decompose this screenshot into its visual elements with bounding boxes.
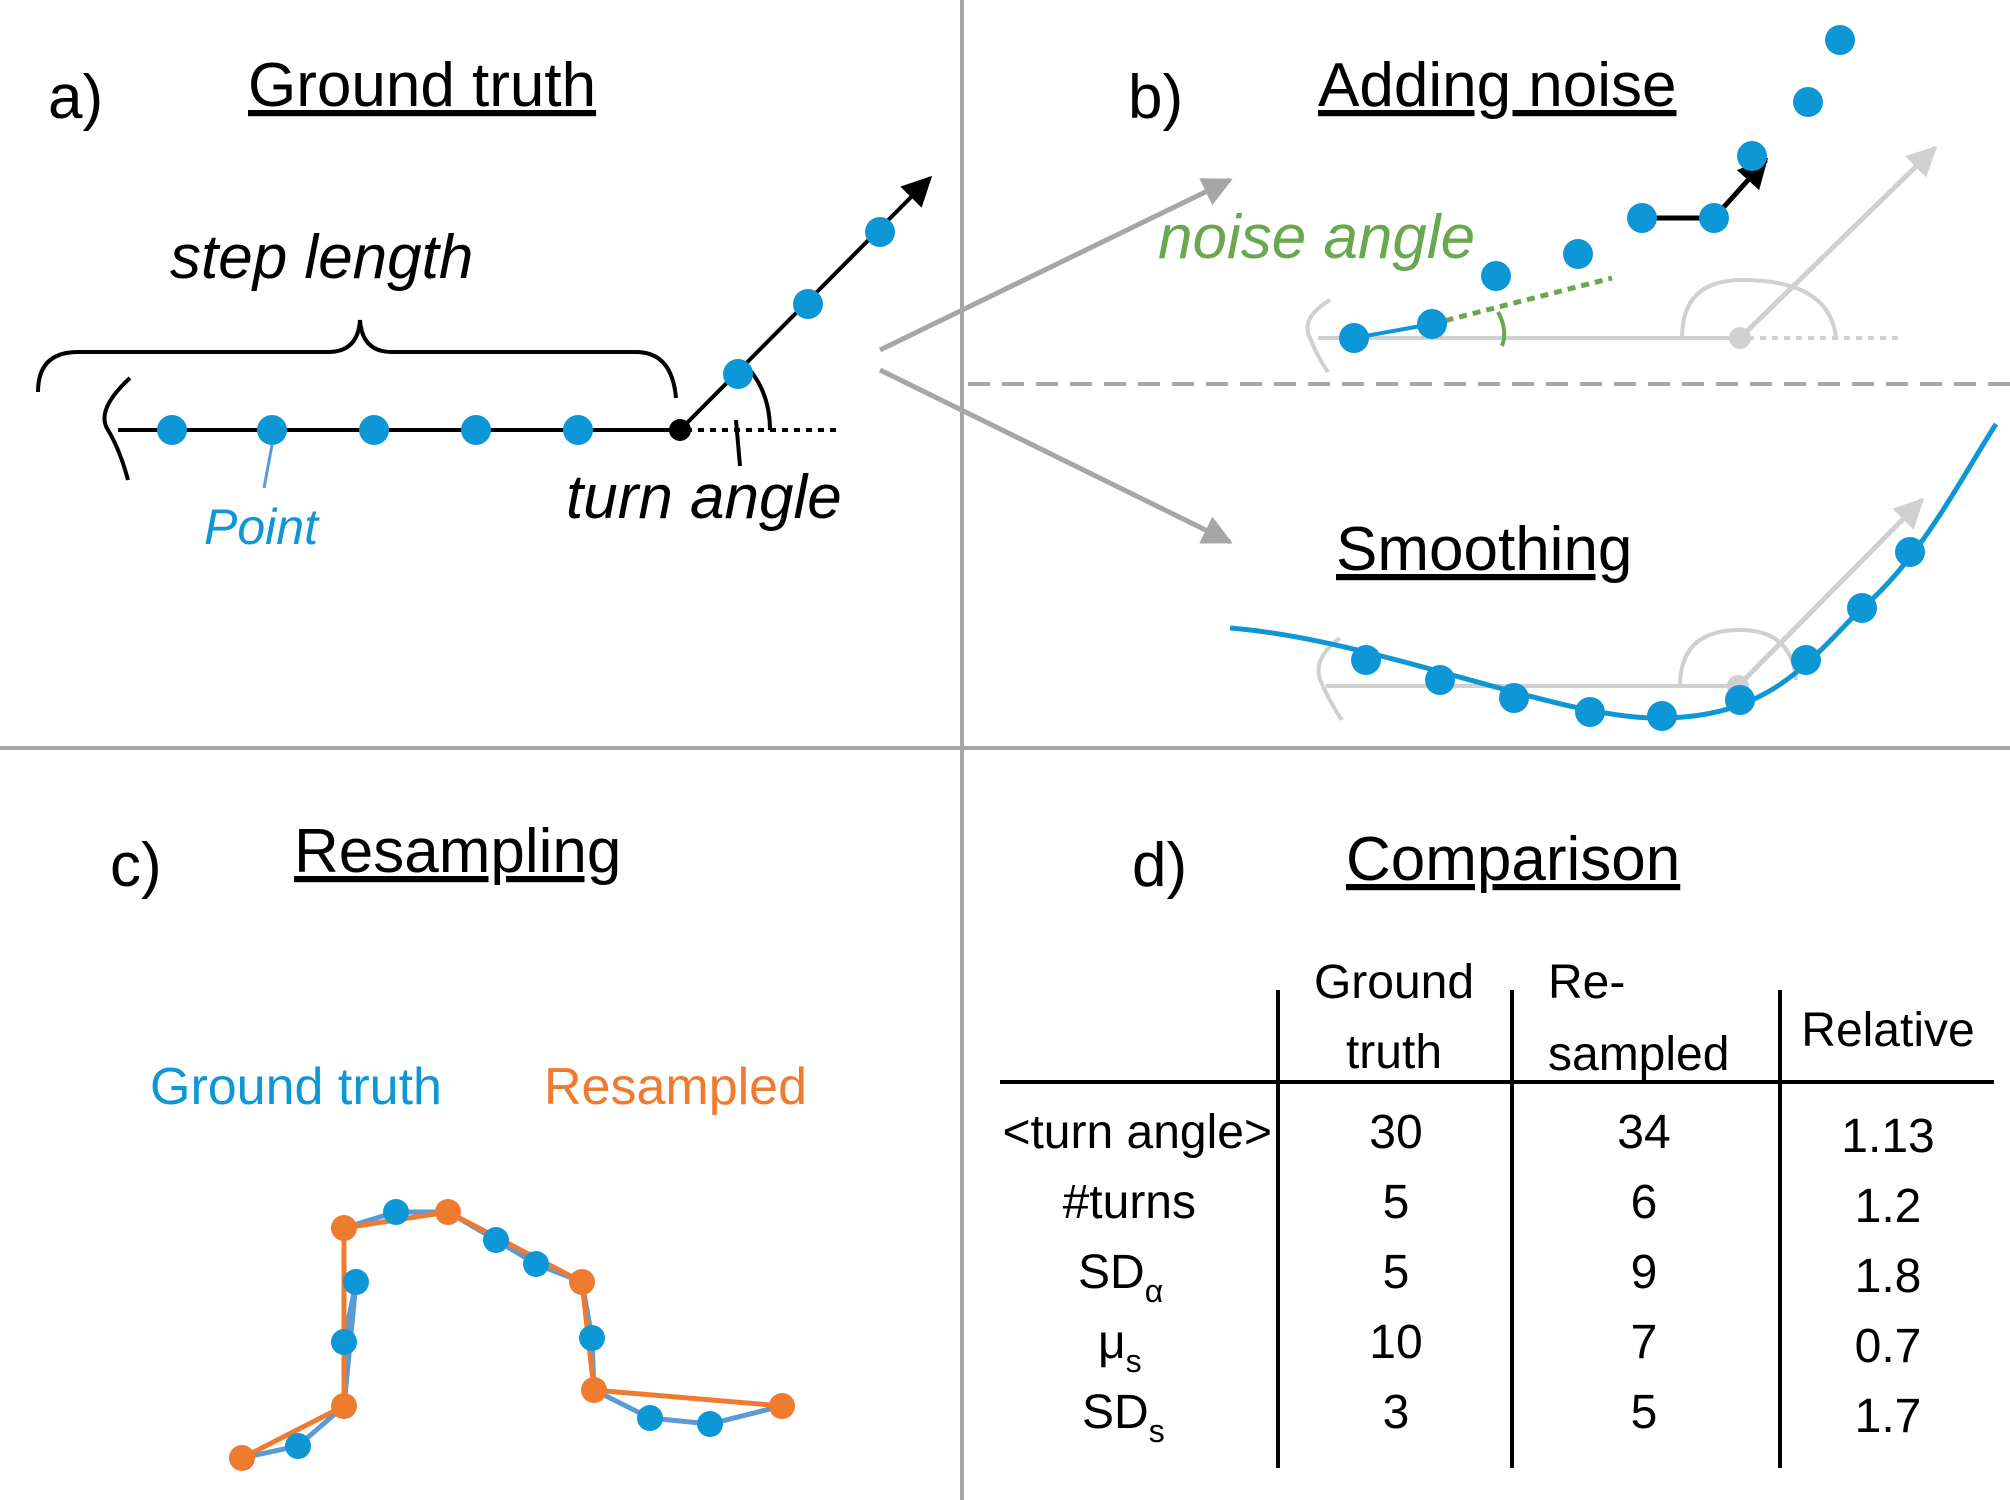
- points-ground-truth: [285, 1199, 723, 1459]
- points-resampled: [229, 1199, 795, 1471]
- row-label-sd-s: SDs: [1082, 1386, 1165, 1449]
- cell-gt-mu-s: 10: [1369, 1316, 1422, 1369]
- panel-b-title: Adding noise: [1318, 51, 1677, 120]
- panel-smoothing: Smoothing: [1229, 422, 1999, 731]
- panel-a-title: Ground truth: [248, 51, 596, 120]
- comparison-table: Ground truth Re- sampled Relative <turn …: [1000, 956, 1994, 1468]
- points-smoothing: [1351, 537, 1925, 731]
- header-resampled-line1: Re-: [1548, 956, 1625, 1009]
- cell-gt-sd-alpha: 5: [1383, 1246, 1410, 1299]
- legend-ground-truth: Ground truth: [150, 1058, 442, 1116]
- path-break-squiggle: [102, 376, 132, 481]
- panel-c-title: Resampling: [294, 817, 621, 886]
- cell-gt-turn-angle: 30: [1369, 1106, 1422, 1159]
- row-label-turn-angle: <turn angle>: [1002, 1106, 1272, 1159]
- cell-rel-turns: 1.2: [1855, 1180, 1922, 1233]
- cell-gt-turns: 5: [1383, 1176, 1410, 1229]
- row-label-sd-alpha: SDα: [1078, 1246, 1163, 1309]
- cell-rel-turn-angle: 1.13: [1841, 1110, 1934, 1163]
- cell-rs-turns: 6: [1631, 1176, 1658, 1229]
- panel-c: c) Resampling Ground truth Resampled: [110, 817, 807, 1471]
- point-leader-line: [262, 444, 274, 489]
- header-resampled-line2: sampled: [1548, 1028, 1729, 1081]
- cell-rel-sd-s: 1.7: [1855, 1390, 1922, 1443]
- cell-rs-sd-s: 5: [1631, 1386, 1658, 1439]
- cell-rs-sd-alpha: 9: [1631, 1246, 1658, 1299]
- panel-d-title: Comparison: [1346, 825, 1680, 894]
- turn-angle-arc: [748, 368, 772, 431]
- panel-b: b) Adding noise noise angle: [1128, 25, 1938, 374]
- panel-c-label: c): [110, 831, 162, 900]
- turn-angle-tick: [734, 419, 742, 467]
- cell-rs-mu-s: 7: [1631, 1316, 1658, 1369]
- step-length-label: step length: [170, 223, 473, 292]
- legend-resampled: Resampled: [544, 1058, 807, 1116]
- cell-gt-sd-s: 3: [1383, 1386, 1410, 1439]
- smoothing-title: Smoothing: [1336, 515, 1632, 584]
- points-noise: [1339, 25, 1855, 353]
- cell-rs-turn-angle: 34: [1617, 1106, 1670, 1159]
- cell-rel-mu-s: 0.7: [1855, 1320, 1922, 1373]
- panel-b-label: b): [1128, 63, 1183, 132]
- row-label-mu-s: μs: [1098, 1316, 1142, 1379]
- panel-a: a) Ground truth step length Point turn a…: [36, 51, 933, 555]
- panel-a-label: a): [48, 63, 103, 132]
- turn-angle-label: turn angle: [566, 463, 842, 532]
- panel-d: d) Comparison Ground truth Re- sampled R…: [1000, 825, 1994, 1468]
- header-ground-truth-line2: truth: [1346, 1026, 1442, 1079]
- row-label-turns: #turns: [1063, 1176, 1196, 1229]
- header-relative: Relative: [1801, 1004, 1974, 1057]
- noise-angle-label: noise angle: [1158, 203, 1475, 272]
- cell-rel-sd-alpha: 1.8: [1855, 1250, 1922, 1303]
- point-label: Point: [204, 499, 320, 555]
- points-a: [157, 217, 895, 445]
- flow-arrows: [878, 177, 1233, 545]
- step-length-brace: [36, 319, 678, 399]
- panel-d-label: d): [1132, 831, 1187, 900]
- header-ground-truth-line1: Ground: [1314, 956, 1474, 1009]
